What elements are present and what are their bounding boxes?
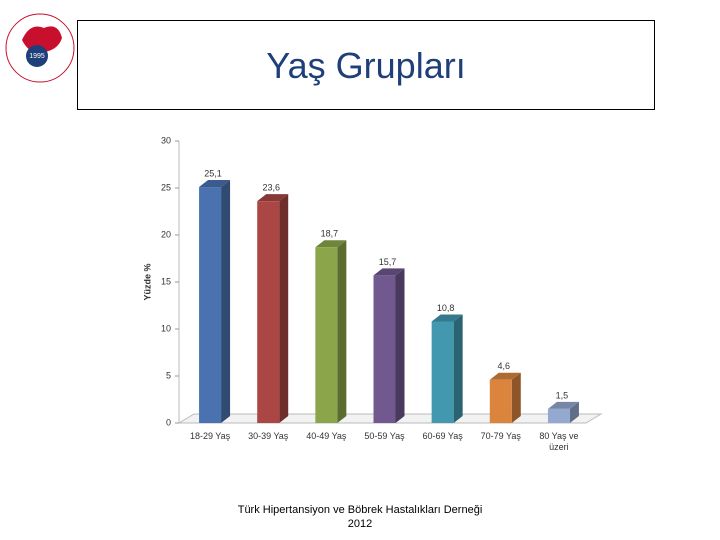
data-label: 10,8 — [437, 303, 455, 313]
footer: Türk Hipertansiyon ve Böbrek Hastalıklar… — [200, 503, 520, 531]
data-label: 4,6 — [498, 361, 511, 371]
bar-side — [569, 401, 579, 423]
x-tick-label: 60-69 Yaş — [422, 431, 463, 441]
bar-top — [547, 401, 579, 409]
x-tick-label: 30-39 Yaş — [248, 431, 289, 441]
y-tick-label: 20 — [161, 229, 171, 239]
logo-shape — [22, 26, 62, 53]
x-tick-label: 50-59 Yaş — [364, 431, 405, 441]
footer-line: Türk Hipertansiyon ve Böbrek Hastalıklar… — [237, 504, 483, 516]
bar — [547, 408, 570, 423]
bar — [315, 247, 338, 423]
y-tick-label: 25 — [161, 182, 171, 192]
y-tick-label: 15 — [161, 276, 171, 286]
x-tick-label: 70-79 Yaş — [480, 431, 521, 441]
bar-side — [221, 180, 231, 423]
data-label: 15,7 — [379, 257, 397, 267]
bar-side — [337, 240, 347, 423]
bar — [199, 187, 222, 423]
bar-side — [395, 268, 405, 423]
bar-top — [373, 268, 405, 276]
bar — [431, 321, 454, 423]
logo-badge — [26, 45, 48, 67]
logo-year: 1995 — [29, 53, 45, 60]
y-tick-label: 10 — [161, 323, 171, 333]
x-tick-label: 18-29 Yaş — [189, 431, 231, 441]
x-tick-label: 80 Yaş ve üzeri — [539, 431, 579, 452]
title-box: Yaş Grupları — [77, 20, 655, 110]
footer-line: 2012 — [347, 518, 373, 530]
bar-side — [453, 314, 463, 423]
y-tick-label: 0 — [166, 417, 171, 427]
bar-top — [431, 314, 463, 322]
bar-top — [257, 194, 289, 202]
bar-top — [199, 180, 231, 188]
bar-side — [511, 372, 521, 423]
data-label: 23,6 — [262, 183, 280, 193]
data-label: 1,5 — [556, 390, 569, 400]
y-tick-label: 30 — [161, 135, 171, 145]
bar — [489, 379, 512, 423]
x-tick-label: 40-49 Yaş — [306, 431, 347, 441]
data-label: 25,1 — [204, 168, 222, 178]
bar-side — [279, 194, 289, 423]
y-tick-label: 5 — [166, 370, 171, 380]
logo: 1995 — [5, 13, 75, 83]
bar — [373, 275, 396, 423]
chart-title: Yaş Grupları — [266, 45, 466, 86]
bar — [257, 201, 280, 423]
data-label: 18,7 — [321, 229, 339, 239]
bar-top — [315, 240, 347, 248]
y-axis-label: Yüzde % — [142, 263, 152, 300]
bar-top — [489, 372, 521, 380]
